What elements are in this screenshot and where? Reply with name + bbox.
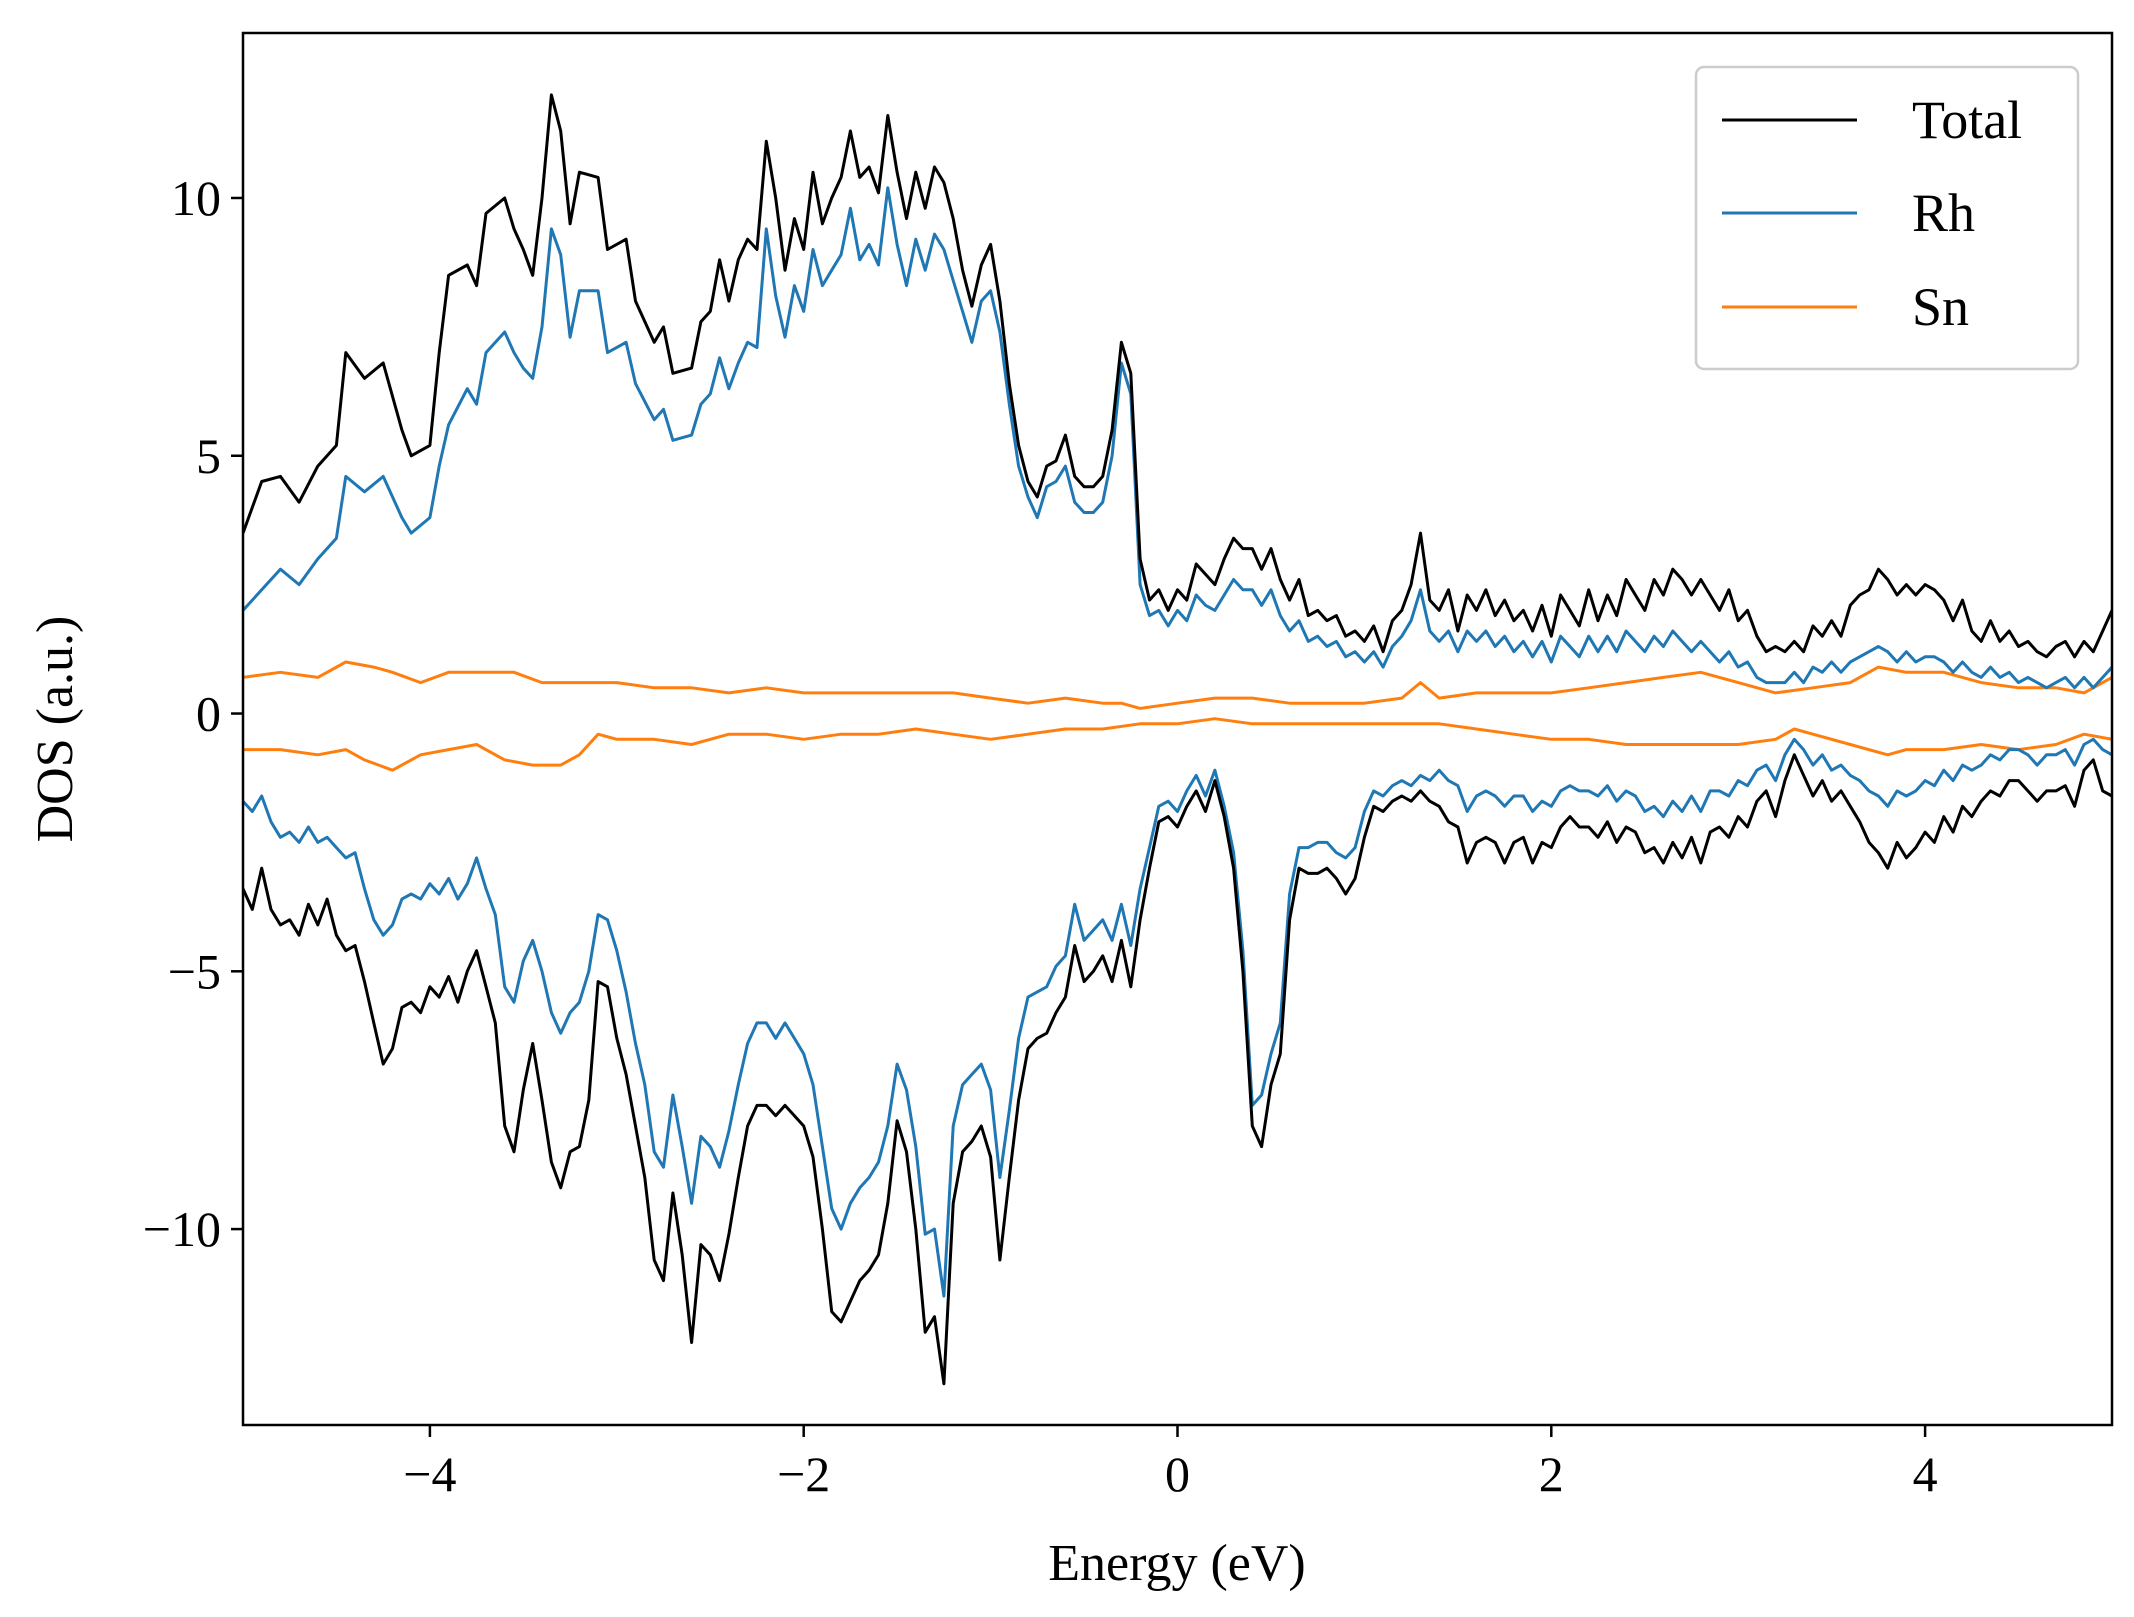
y-tick-label: −10: [143, 1201, 221, 1257]
x-tick-label: 4: [1913, 1446, 1938, 1502]
legend-label-rh: Rh: [1912, 183, 1975, 243]
series-line-sn-spin-down: [243, 717, 2112, 772]
series-line-rh-spin-down: [243, 737, 2112, 1298]
y-tick-label: 0: [196, 686, 221, 742]
plot-area: [243, 93, 2112, 1386]
x-tick-label: −2: [777, 1446, 830, 1502]
x-axis-label: Energy (eV): [1048, 1535, 1306, 1592]
x-tick-label: −4: [403, 1446, 456, 1502]
y-axis-label: DOS (a.u.): [27, 616, 84, 843]
y-axis: −10 −5 0 5 10: [143, 170, 243, 1257]
legend-label-total: Total: [1912, 90, 2022, 150]
series-line-total-spin-up: [243, 93, 2112, 659]
x-tick-label: 2: [1539, 1446, 1564, 1502]
series-line-total-spin-down: [243, 753, 2112, 1386]
y-tick-label: −5: [168, 943, 221, 999]
y-tick-label: 5: [196, 428, 221, 484]
legend-label-sn: Sn: [1912, 277, 1969, 337]
legend-box: [1694, 65, 2080, 371]
x-tick-label: 0: [1165, 1446, 1190, 1502]
y-tick-label: 10: [171, 170, 221, 226]
series-line-sn-spin-up: [243, 660, 2112, 710]
x-axis: −4 −2 0 2 4: [403, 1425, 1938, 1502]
legend: Total Rh Sn: [1694, 65, 2080, 371]
series-line-rh-spin-up: [243, 186, 2112, 690]
